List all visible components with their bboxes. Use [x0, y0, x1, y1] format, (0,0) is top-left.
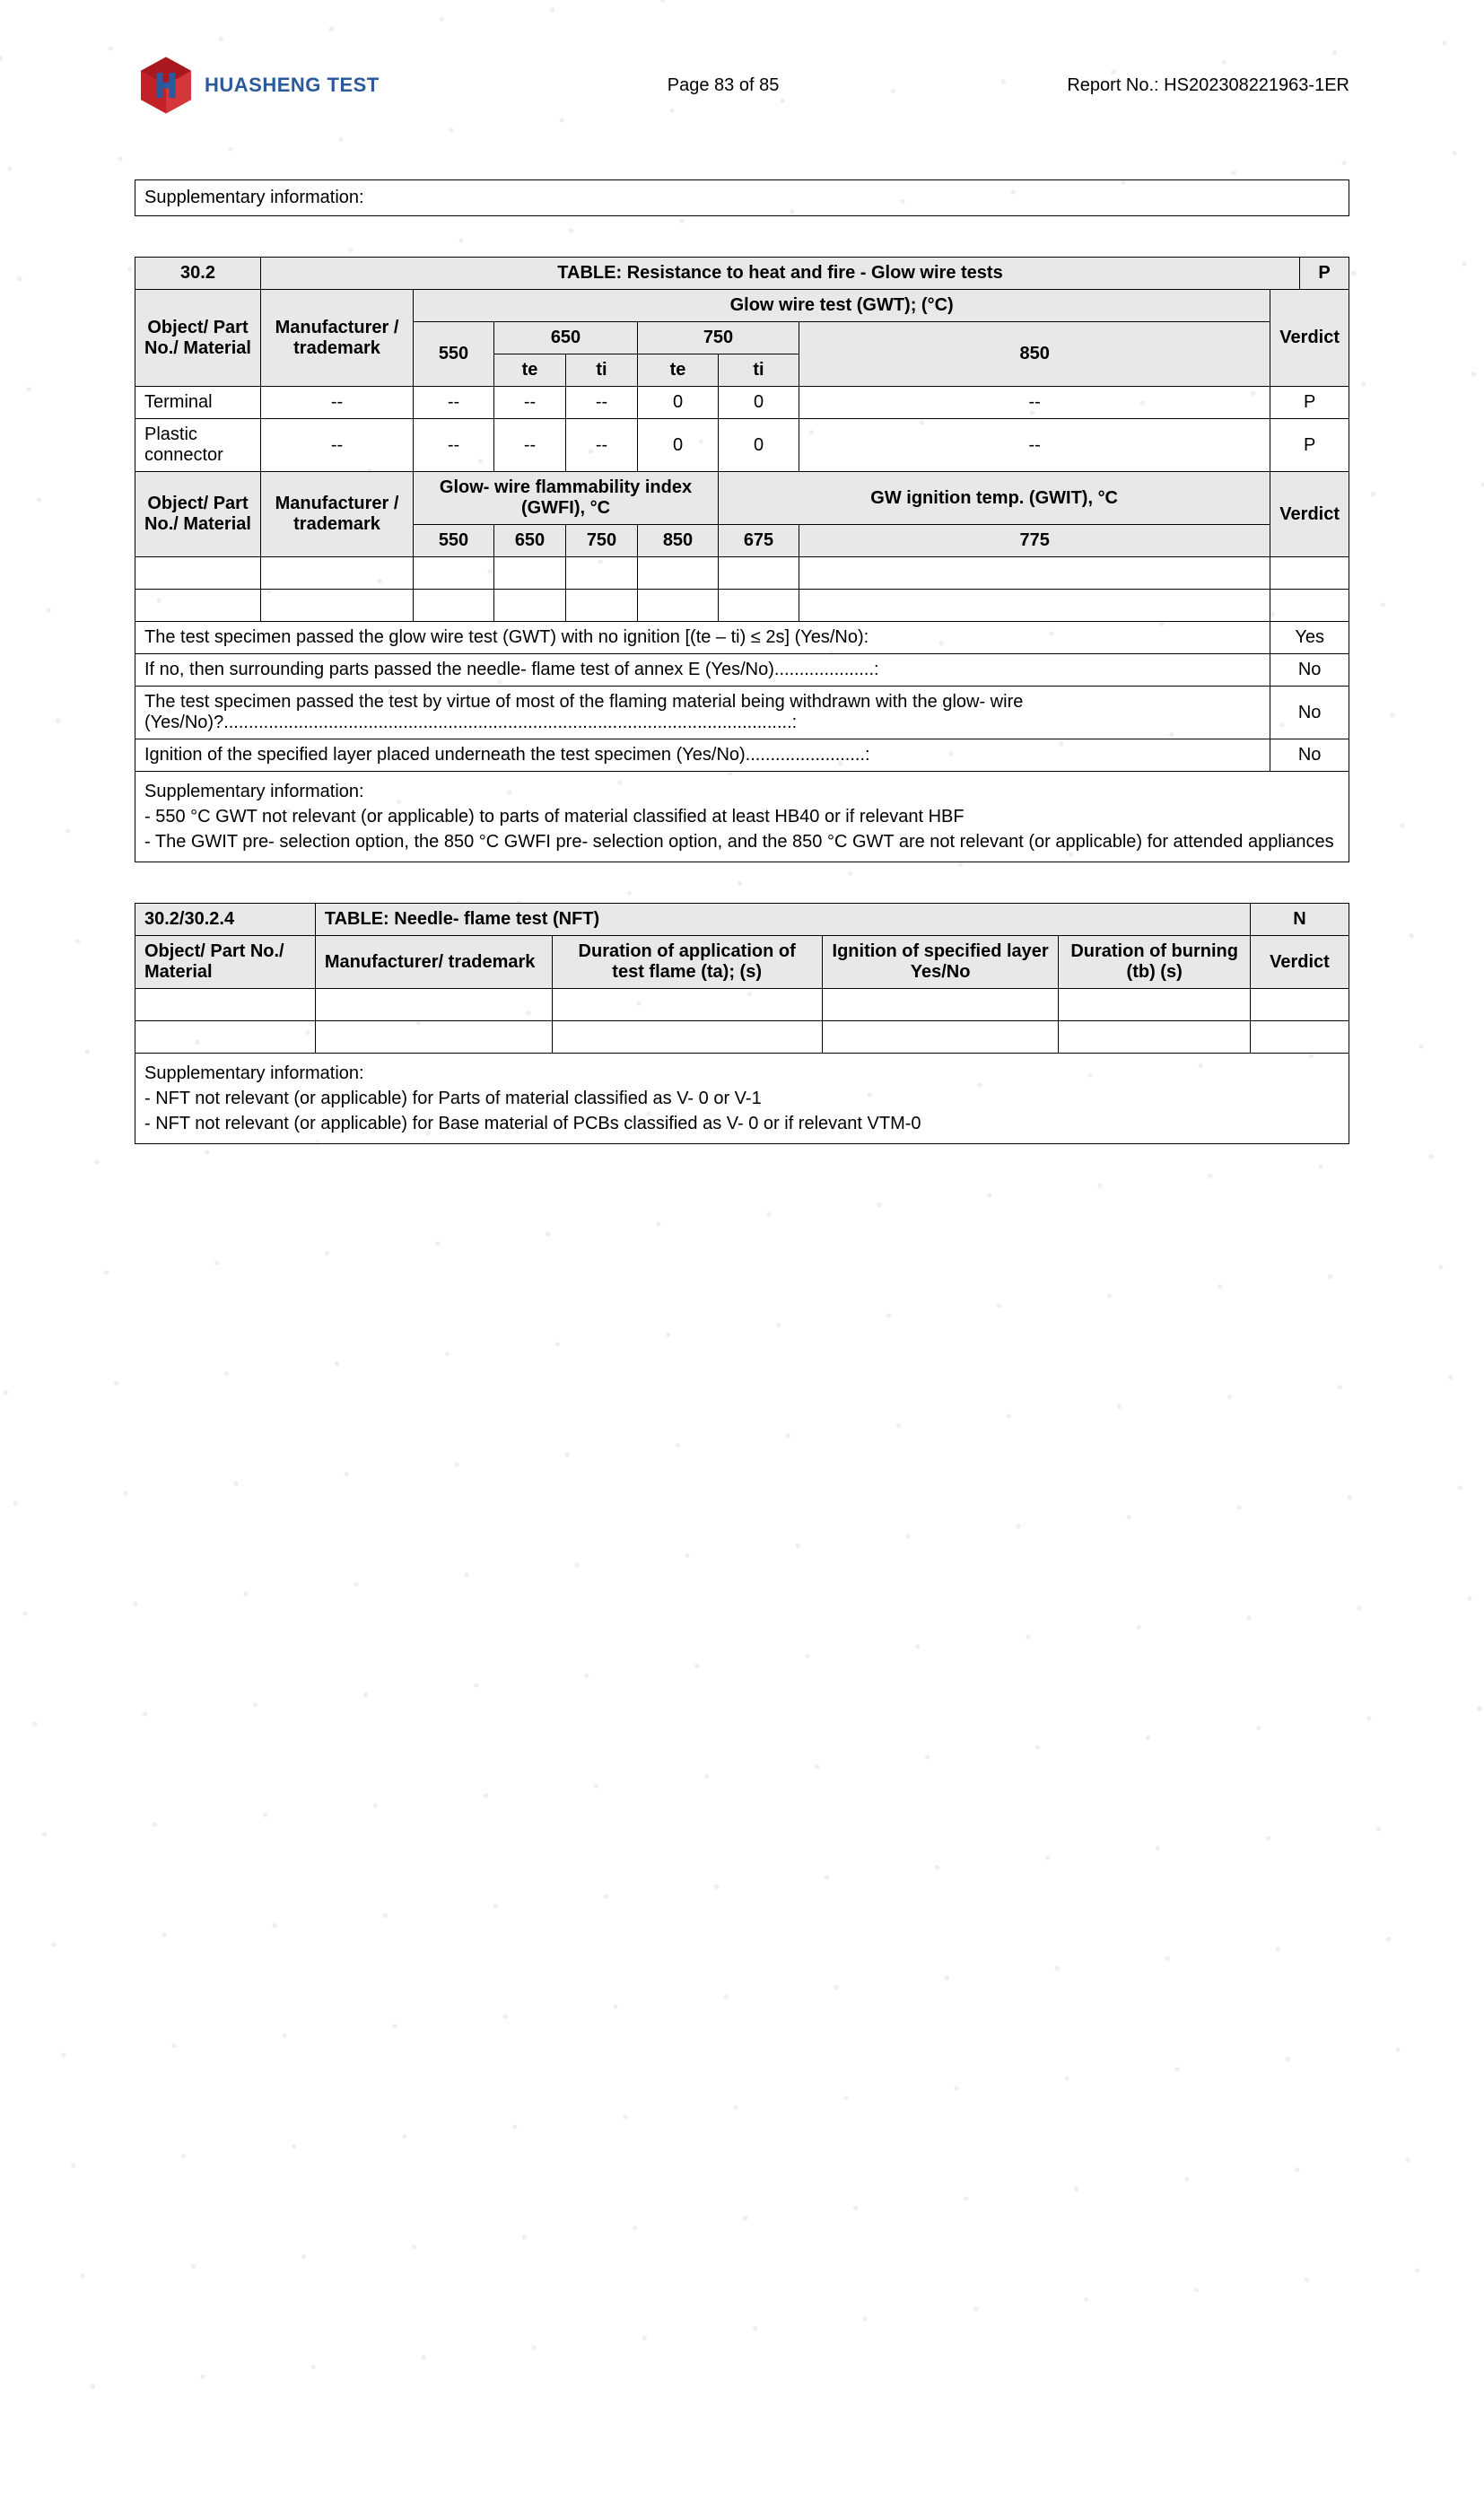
clause-cell2: 30.2/30.2.4 — [144, 909, 234, 929]
question: The test specimen passed the test by vir… — [135, 687, 1270, 739]
hdr-object3: Object/ Part No./ Material — [144, 941, 284, 982]
table-title: TABLE: Resistance to heat and fire - Glo… — [557, 263, 1002, 283]
cell: -- — [566, 387, 638, 419]
glow-wire-table: 30.2 TABLE: Resistance to heat and fire … — [135, 257, 1349, 772]
page-number: Page 83 of 85 — [668, 75, 780, 96]
hdr-dur-app: Duration of application of test flame (t… — [579, 941, 796, 982]
report-number: Report No.: HS202308221963-1ER — [1067, 75, 1349, 96]
supp-line: - 550 °C GWT not relevant (or applicable… — [144, 807, 965, 827]
table-verdict2: N — [1293, 909, 1305, 929]
hdr-ign: Ignition of specified layer Yes/No — [833, 941, 1049, 982]
col-550: 550 — [439, 344, 468, 363]
answer: No — [1270, 739, 1349, 772]
page-header: HUASHENG TEST Page 83 of 85 Report No.: … — [135, 54, 1349, 117]
question: If no, then surrounding parts passed the… — [135, 654, 1270, 687]
hdr-manuf2: Manufacturer / trademark — [275, 494, 399, 534]
supp-line: - NFT not relevant (or applicable) for B… — [144, 1114, 921, 1133]
gwfi-850: 850 — [663, 530, 693, 550]
hdr-gwfi: Glow- wire flammability index (GWFI), °C — [440, 477, 692, 518]
col-ti: ti — [596, 360, 607, 380]
col-750: 750 — [703, 328, 733, 347]
answer: No — [1270, 687, 1349, 739]
cell: -- — [799, 387, 1270, 419]
cell: -- — [414, 419, 494, 472]
cell: Terminal — [135, 387, 261, 419]
cell: Plastic connector — [135, 419, 261, 472]
supp-title: Supplementary information: — [144, 782, 364, 801]
cell: -- — [566, 419, 638, 472]
question: Ignition of the specified layer placed u… — [135, 739, 1270, 772]
hdr-dur-burn: Duration of burning (tb) (s) — [1070, 941, 1238, 982]
question: The test specimen passed the glow wire t… — [135, 622, 1270, 654]
col-te: te — [522, 360, 538, 380]
cell: -- — [799, 419, 1270, 472]
hdr-gwt: Glow wire test (GWT); (°C) — [730, 295, 954, 315]
cell: 0 — [719, 419, 799, 472]
table-row — [135, 557, 1349, 590]
logo-block: HUASHENG TEST — [135, 54, 380, 117]
cell: -- — [494, 419, 566, 472]
clause-cell: 30.2 — [180, 263, 215, 283]
table-title2: TABLE: Needle- flame test (NFT) — [325, 909, 599, 929]
hdr-object2: Object/ Part No./ Material — [144, 494, 251, 534]
hdr-verdict: Verdict — [1279, 328, 1340, 347]
col-850: 850 — [1019, 344, 1049, 363]
col-ti2: ti — [753, 360, 764, 380]
supp-title2: Supplementary information: — [144, 1063, 364, 1083]
supp-line: - The GWIT pre- selection option, the 85… — [144, 832, 1334, 852]
col-te2: te — [670, 360, 686, 380]
supplementary-notes-1: Supplementary information: - 550 °C GWT … — [135, 772, 1349, 862]
answer: Yes — [1270, 622, 1349, 654]
gwfi-650: 650 — [515, 530, 545, 550]
table-row — [135, 989, 1349, 1021]
hdr-gwit: GW ignition temp. (GWIT), °C — [870, 488, 1118, 508]
gwit-675: 675 — [744, 530, 773, 550]
table-row — [135, 590, 1349, 622]
supplementary-notes-2: Supplementary information: - NFT not rel… — [135, 1054, 1349, 1144]
table-row: Terminal -- -- -- -- 0 0 -- P — [135, 387, 1349, 419]
cell: -- — [261, 419, 414, 472]
logo-icon — [135, 54, 197, 117]
hdr-object: Object/ Part No./ Material — [144, 318, 251, 358]
cell: P — [1270, 419, 1349, 472]
hdr-verdict3: Verdict — [1270, 952, 1330, 972]
cell: 0 — [638, 419, 719, 472]
cell: -- — [261, 387, 414, 419]
brand-name: HUASHENG TEST — [205, 74, 380, 97]
supp-line: - NFT not relevant (or applicable) for P… — [144, 1089, 762, 1108]
hdr-manuf3: Manufacturer/ trademark — [325, 952, 536, 972]
table-verdict: P — [1318, 263, 1330, 283]
gwit-775: 775 — [1019, 530, 1049, 550]
hdr-manuf: Manufacturer / trademark — [275, 318, 399, 358]
supplementary-top: Supplementary information: — [135, 179, 1349, 216]
table-row: Plastic connector -- -- -- -- 0 0 -- P — [135, 419, 1349, 472]
answer: No — [1270, 654, 1349, 687]
needle-flame-table: 30.2/30.2.4 TABLE: Needle- flame test (N… — [135, 903, 1349, 1054]
col-650: 650 — [551, 328, 581, 347]
hdr-verdict2: Verdict — [1279, 504, 1340, 524]
cell: -- — [494, 387, 566, 419]
gwfi-750: 750 — [587, 530, 616, 550]
cell: 0 — [719, 387, 799, 419]
cell: P — [1270, 387, 1349, 419]
table-row — [135, 1021, 1349, 1054]
cell: -- — [414, 387, 494, 419]
cell: 0 — [638, 387, 719, 419]
gwfi-550: 550 — [439, 530, 468, 550]
